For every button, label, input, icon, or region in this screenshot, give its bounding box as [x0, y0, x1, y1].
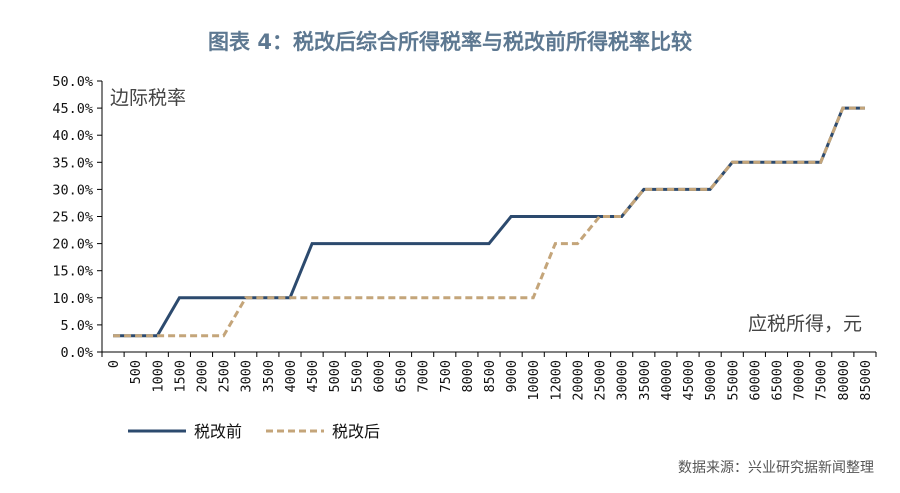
- x-tick-label: 2000: [195, 360, 211, 393]
- x-tick-label: 0: [106, 360, 122, 368]
- y-axis-label: 边际税率: [110, 87, 186, 109]
- x-tick-label: 9000: [504, 360, 520, 393]
- x-tick-label: 25000: [593, 360, 609, 401]
- x-tick-label: 75000: [814, 360, 830, 401]
- x-tick-label: 70000: [792, 360, 808, 401]
- x-tick-label: 80000: [836, 360, 852, 401]
- x-tick-label: 8500: [482, 360, 498, 393]
- source-note: 数据来源：兴业研究据新闻整理: [678, 460, 874, 476]
- chart-title: 图表 4：税改后综合所得税率与税改前所得税率比较: [208, 30, 692, 54]
- x-tick-label: 60000: [747, 360, 763, 401]
- series-line-before: [113, 106, 865, 338]
- x-tick-label: 20000: [570, 360, 586, 401]
- y-tick-label: 35.0%: [52, 155, 93, 171]
- x-tick-label: 4500: [305, 360, 321, 393]
- x-tick-label: 6000: [371, 360, 387, 393]
- y-tick-label: 40.0%: [52, 128, 93, 144]
- x-tick-label: 1500: [172, 360, 188, 393]
- x-tick-label: 35000: [637, 360, 653, 401]
- x-tick-label: 5000: [327, 360, 343, 393]
- x-tick-label: 30000: [615, 360, 631, 401]
- y-tick-label: 20.0%: [52, 237, 93, 253]
- legend-label-after: 税改后: [332, 422, 380, 441]
- y-tick-label: 0.0%: [60, 345, 93, 361]
- series-line-after: [113, 106, 865, 338]
- x-tick-label: 10000: [526, 360, 542, 401]
- x-tick-label: 3500: [261, 360, 277, 393]
- y-tick-label: 15.0%: [52, 264, 93, 280]
- y-tick-label: 25.0%: [52, 210, 93, 226]
- x-tick-label: 40000: [659, 360, 675, 401]
- x-tick-label: 65000: [769, 360, 785, 401]
- x-axis: 0 500 1000 1500 2000 2500 3000 3500 4000 4500 5000…: [101, 351, 877, 401]
- x-tick-label: 500: [128, 360, 144, 384]
- x-tick-label: 8000: [460, 360, 476, 393]
- y-axis: 0.0% 5.0% 10.0% 15.0% 20.0% 25.0% 30.0% 35.0% 40…: [52, 74, 103, 361]
- series-lines: [113, 106, 865, 338]
- x-tick-label: 7000: [416, 360, 432, 393]
- x-tick-label: 55000: [725, 360, 741, 401]
- legend: 税改前 税改后: [128, 422, 380, 441]
- y-tick-label: 30.0%: [52, 182, 93, 198]
- x-tick-label: 50000: [703, 360, 719, 401]
- legend-label-before: 税改前: [194, 422, 242, 441]
- x-tick-label: 4000: [283, 360, 299, 393]
- y-tick-label: 5.0%: [60, 318, 93, 334]
- x-tick-label: 6500: [394, 360, 410, 393]
- x-tick-label: 1000: [150, 360, 166, 393]
- x-axis-label: 应税所得，元: [748, 313, 862, 335]
- x-tick-label: 85000: [858, 360, 874, 401]
- x-tick-label: 7500: [438, 360, 454, 393]
- y-tick-label: 50.0%: [52, 74, 93, 90]
- x-tick-label: 5500: [349, 360, 365, 393]
- x-tick-label: 3000: [239, 360, 255, 393]
- x-tick-label: 12000: [548, 360, 564, 401]
- y-tick-label: 45.0%: [52, 101, 93, 117]
- y-tick-label: 10.0%: [52, 291, 93, 307]
- x-tick-label: 45000: [681, 360, 697, 401]
- x-tick-label: 2500: [217, 360, 233, 393]
